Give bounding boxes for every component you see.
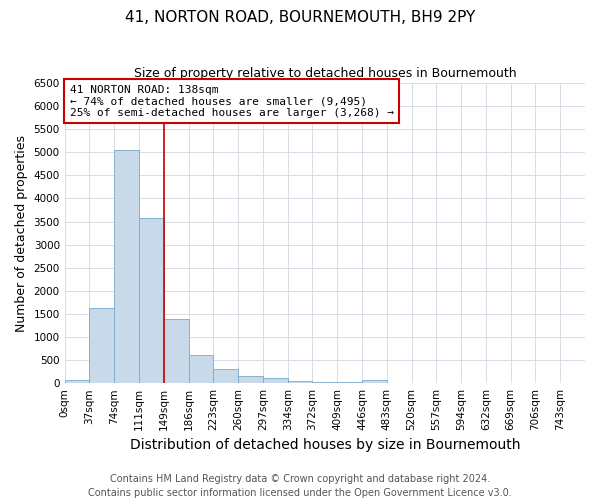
X-axis label: Distribution of detached houses by size in Bournemouth: Distribution of detached houses by size … [130,438,520,452]
Text: Contains HM Land Registry data © Crown copyright and database right 2024.
Contai: Contains HM Land Registry data © Crown c… [88,474,512,498]
Bar [114,150,139,383]
Y-axis label: Number of detached properties: Number of detached properties [15,134,28,332]
Bar [188,355,214,383]
Text: 41, NORTON ROAD, BOURNEMOUTH, BH9 2PY: 41, NORTON ROAD, BOURNEMOUTH, BH9 2PY [125,10,475,25]
Bar [65,380,89,383]
Bar [238,376,263,383]
Bar [362,380,387,383]
Bar [287,380,313,383]
Title: Size of property relative to detached houses in Bournemouth: Size of property relative to detached ho… [134,68,516,80]
Bar [337,382,362,383]
Bar [214,369,238,383]
Bar [164,319,188,383]
Bar [89,308,114,383]
Bar [263,378,287,383]
Text: 41 NORTON ROAD: 138sqm
← 74% of detached houses are smaller (9,495)
25% of semi-: 41 NORTON ROAD: 138sqm ← 74% of detached… [70,84,394,118]
Bar [313,382,337,383]
Bar [139,218,164,383]
